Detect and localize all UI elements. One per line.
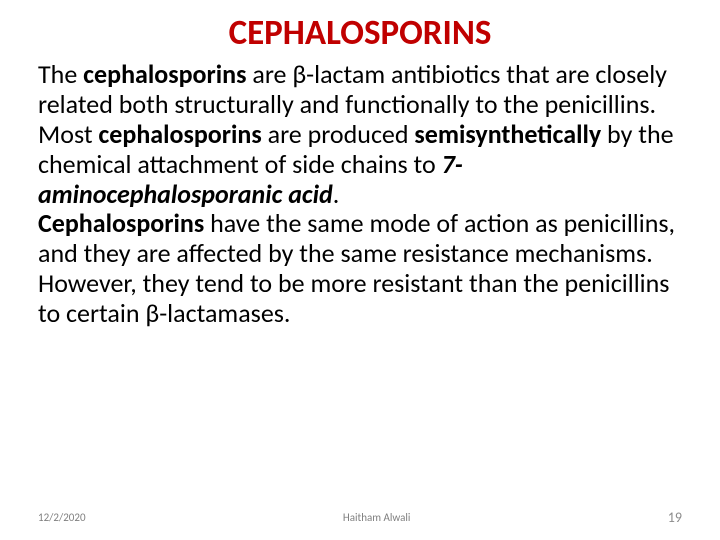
p2-text2: are produced [262,118,415,150]
slide-footer: 12/2/2020 Haitham Alwali 19 [38,509,682,526]
title-text: CEPHALOSPORINS [229,12,492,54]
footer-page-number: 19 [668,509,682,526]
p1-bold1: cephalosporins [83,58,246,90]
paragraph-1: The cephalosporins are β-lactam antibiot… [38,60,682,120]
p3-bold1: Cephalosporins [38,207,204,239]
p2-text1: Most [38,118,98,150]
p1-text1: The [38,58,83,90]
footer-author: Haitham Alwali [343,511,411,524]
slide-container: CEPHALOSPORINS The cephalosporins are β-… [0,0,720,540]
paragraph-3: Cephalosporins have the same mode of act… [38,209,682,269]
p2-bold1: cephalosporins [98,118,261,150]
slide-title: CEPHALOSPORINS [38,12,682,54]
p2-text4: . [333,178,340,210]
p4-text: However, they tend to be more resistant … [38,267,669,329]
footer-date: 12/2/2020 [38,511,86,524]
p2-bold2: semisynthetically [414,118,601,150]
paragraph-2: Most cephalosporins are produced semisyn… [38,120,682,210]
paragraph-4: However, they tend to be more resistant … [38,269,682,329]
body-text: The cephalosporins are β-lactam antibiot… [38,60,682,329]
